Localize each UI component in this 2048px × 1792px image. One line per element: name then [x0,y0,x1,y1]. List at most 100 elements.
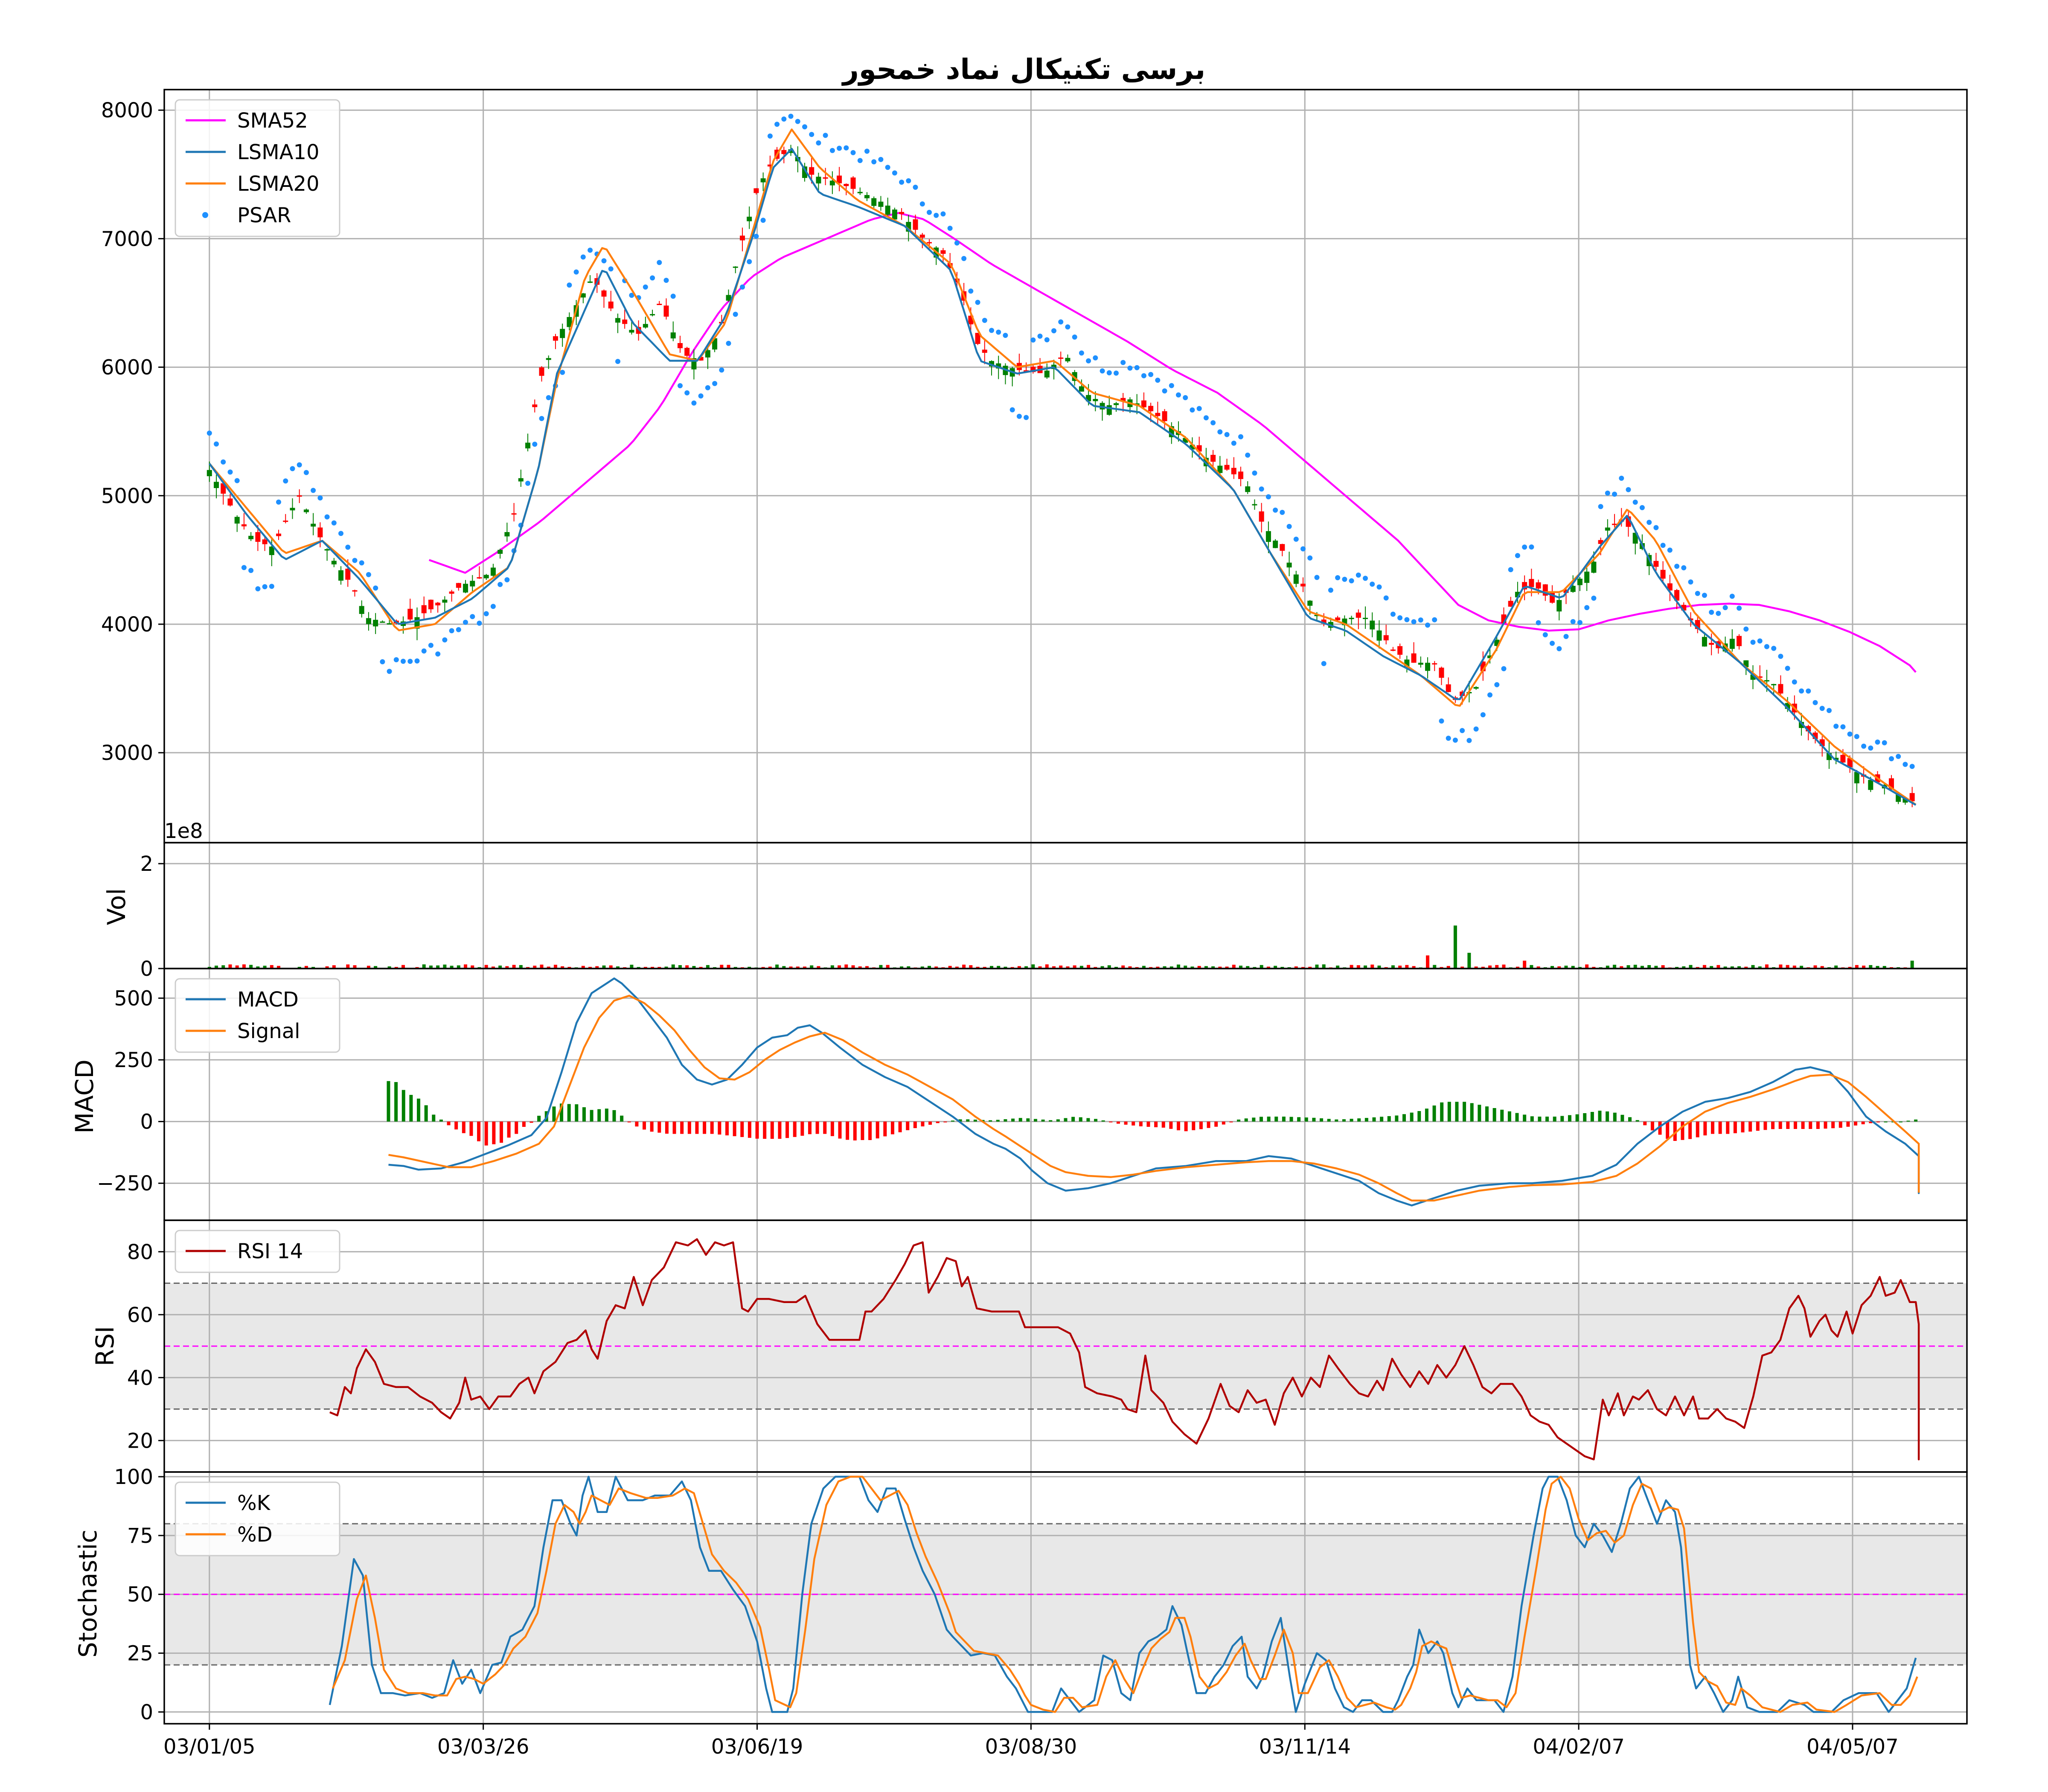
candle-up [525,442,531,448]
macd-histogram-bar [439,1120,443,1122]
candle-down [1757,676,1763,678]
volume-bar [1446,966,1450,969]
psar-dot [1328,588,1333,593]
macd-histogram-bar [748,1121,751,1138]
stochastic-ytick-label-3: 75 [127,1524,153,1548]
psar-dot [269,584,274,589]
macd-histogram-bar [1079,1117,1082,1122]
rsi-line [329,1238,1920,1460]
candle-down [449,591,454,594]
volume-bar [1052,966,1056,969]
price-legend-label: LSMA10 [237,140,320,164]
price-ytick-label-1: 4000 [101,613,153,637]
stochastic-ytick-label-2: 50 [127,1583,153,1607]
psar-dot [1037,333,1043,339]
macd-histogram-bar [1237,1120,1241,1122]
volume-bar [900,966,904,969]
psar-dot [982,317,987,323]
volume-bar [1031,964,1035,969]
candle-down [899,212,905,214]
candle-down [781,150,787,154]
macd-histogram-bar [800,1121,804,1136]
candle-down [975,333,980,344]
volume-bar [1654,966,1658,969]
macd-histogram-bar [1259,1117,1263,1122]
candle-up [1106,405,1112,415]
volume-bar [207,967,211,969]
macd-histogram-bar [1380,1117,1384,1122]
candle-down [940,250,946,254]
psar-dot [1743,626,1749,632]
candle-up [1584,571,1590,583]
psar-dot [1632,500,1638,505]
rsi-ytick-label-2: 60 [127,1303,153,1327]
volume-bar [277,966,281,969]
psar-dot [740,284,745,290]
candle-up [311,524,316,527]
macd-histogram-bar [1214,1121,1218,1127]
stochastic-ytick-label-4: 100 [114,1465,153,1489]
volume-bar [789,966,793,969]
candle-down [1210,455,1216,462]
candle-up [1314,615,1320,617]
macd-histogram-bar [409,1095,413,1122]
candle-up [615,318,620,323]
macd-histogram-bar [973,1120,977,1122]
macd-histogram-bar [755,1121,759,1139]
volume-bar [1834,965,1838,969]
volume-bar [748,966,751,969]
candle-up [816,177,821,183]
rsi-legend-box [175,1230,340,1273]
candle-up [892,209,897,220]
volume-bar [1114,967,1118,969]
volume-bar [1128,966,1132,969]
psar-dot [781,116,787,122]
lsma10-line [208,148,1917,806]
psar-dot [1792,679,1797,685]
psar-dot [795,119,800,124]
volume-bar [1232,965,1236,969]
macd-histogram-bar [1643,1121,1647,1126]
volume-bar [886,965,890,969]
candle-up [463,584,468,593]
volume-bar [595,966,599,969]
volume-bar [1910,960,1914,969]
candle-up [1418,663,1423,665]
macd-histogram-bar [1071,1117,1075,1122]
candle-down [1390,649,1396,651]
volume-ytick-label-0: 0 [140,957,153,981]
macd-histogram-bar [1282,1117,1286,1122]
volume-bar [803,966,806,969]
macd-histogram-bar [447,1121,451,1126]
psar-dot [1542,632,1548,637]
psar-dot [1785,666,1790,671]
volume-bar [1301,967,1305,969]
candle-down [352,590,358,592]
psar-dot [331,520,337,526]
volume-bar [256,966,260,969]
candle-down [1397,646,1403,655]
volume-bar [332,965,336,969]
macd-histogram-bar [1124,1121,1128,1125]
macd-histogram-bar [1289,1117,1293,1122]
candle-up [1473,687,1479,689]
candle-up [504,532,510,537]
macd-histogram-bar [582,1107,586,1122]
psar-dot [1522,544,1527,550]
psar-dot [850,150,856,155]
psar-dot [1799,688,1804,694]
macd-histogram-bar [951,1120,954,1122]
psar-dot [1466,738,1472,743]
psar-dot [927,209,932,215]
psar-dot [449,628,454,634]
volume-bar [471,965,474,969]
psar-dot [726,340,731,346]
volume-bar [637,967,640,969]
candle-down [1231,468,1236,474]
psar-dot [705,385,710,390]
psar-dot [1058,319,1064,325]
psar-dot [1390,611,1396,617]
psar-dot [1439,718,1444,724]
macd-histogram-bar [1613,1112,1617,1122]
macd-histogram-bar [394,1082,398,1122]
